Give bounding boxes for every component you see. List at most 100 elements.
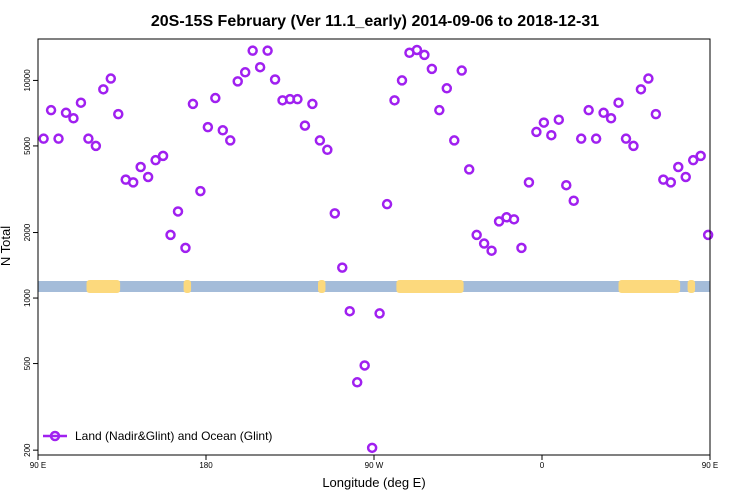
data-point (127, 177, 139, 188)
data-point (322, 144, 333, 156)
data-point (411, 44, 423, 56)
chart-title: 20S-15S February (Ver 11.1_early) 2014-0… (151, 13, 599, 30)
data-point (195, 185, 206, 197)
data-point (60, 107, 72, 119)
data-point (157, 150, 169, 162)
data-point (307, 98, 318, 110)
land-segment (618, 280, 681, 293)
data-point (113, 108, 124, 120)
data-point (680, 171, 691, 183)
data-point (449, 135, 460, 146)
data-point (38, 133, 49, 144)
data-point (314, 135, 326, 146)
data-point (493, 216, 505, 227)
data-point (463, 164, 475, 175)
data-point (68, 113, 79, 124)
data-point (516, 242, 527, 254)
y-tick-label: 1000 (23, 289, 32, 307)
data-point (478, 238, 490, 249)
data-point (98, 84, 109, 95)
data-point (635, 84, 647, 95)
y-axis-label: N Total (0, 226, 13, 266)
data-point (553, 114, 565, 125)
ocean-band (38, 281, 710, 292)
land-segment (183, 280, 192, 293)
x-tick-label: 90 W (365, 461, 384, 470)
data-point (456, 65, 467, 76)
data-point (620, 133, 632, 144)
data-point (673, 161, 684, 173)
data-point (351, 377, 363, 388)
y-tick-label: 10000 (23, 69, 32, 92)
data-point (142, 171, 154, 183)
data-point (344, 305, 355, 317)
data-point (180, 242, 191, 254)
legend-marker (49, 430, 61, 442)
data-point (605, 113, 617, 124)
data-point (575, 133, 587, 144)
land-segment (318, 280, 326, 293)
data-point (210, 92, 221, 104)
data-point (434, 104, 445, 116)
data-point (374, 308, 385, 319)
data-point (225, 135, 236, 146)
y-tick-label: 2000 (23, 223, 32, 241)
data-point (628, 140, 639, 152)
land-ocean-band (38, 280, 710, 293)
data-point (441, 83, 453, 94)
plot-frame (37, 38, 711, 456)
axes: 90 E 180 90 W 0 90 E 200 500 1000 2000 5000 10000 (23, 69, 718, 470)
data-point (531, 126, 542, 138)
data-point (486, 245, 497, 256)
data-point (172, 206, 184, 217)
data-point (202, 121, 214, 133)
data-point (239, 67, 251, 78)
y-tick-label: 200 (23, 443, 32, 457)
data-point (299, 120, 311, 131)
land-segment (396, 280, 464, 293)
x-tick-label: 180 (199, 461, 213, 470)
data-point (262, 45, 273, 56)
data-point (83, 133, 94, 144)
x-tick-label: 90 E (702, 461, 718, 470)
land-segment (687, 280, 696, 293)
data-point (568, 195, 579, 206)
data-points (38, 44, 714, 454)
data-point (561, 179, 572, 191)
data-point (523, 177, 535, 188)
data-point (546, 129, 557, 141)
data-point (613, 97, 624, 108)
data-point (396, 75, 408, 86)
data-point (426, 63, 438, 75)
data-point (695, 150, 706, 162)
data-point (254, 61, 266, 73)
data-point (247, 45, 258, 56)
data-point (165, 229, 176, 241)
data-point (359, 360, 370, 371)
data-point (687, 154, 699, 166)
data-point (217, 125, 229, 136)
data-point (75, 97, 87, 108)
data-point (269, 74, 281, 85)
data-point (337, 262, 348, 273)
data-point (665, 177, 677, 188)
data-point (381, 198, 393, 210)
x-tick-label: 90 E (30, 461, 46, 470)
y-tick-label: 5000 (23, 136, 32, 154)
legend: Land (Nadir&Glint) and Ocean (Glint) (43, 429, 272, 443)
legend-entry: Land (Nadir&Glint) and Ocean (Glint) (75, 429, 272, 443)
data-point (389, 95, 400, 106)
data-point (538, 117, 550, 128)
data-point (329, 208, 341, 219)
data-point (45, 104, 57, 116)
data-point (590, 133, 602, 144)
data-point (508, 214, 520, 225)
data-point (366, 442, 378, 454)
x-axis-label: Longitude (deg E) (322, 475, 425, 490)
data-point (643, 73, 654, 84)
data-point (187, 98, 199, 110)
data-point (471, 229, 482, 241)
data-point (135, 161, 146, 173)
data-point (150, 154, 161, 166)
